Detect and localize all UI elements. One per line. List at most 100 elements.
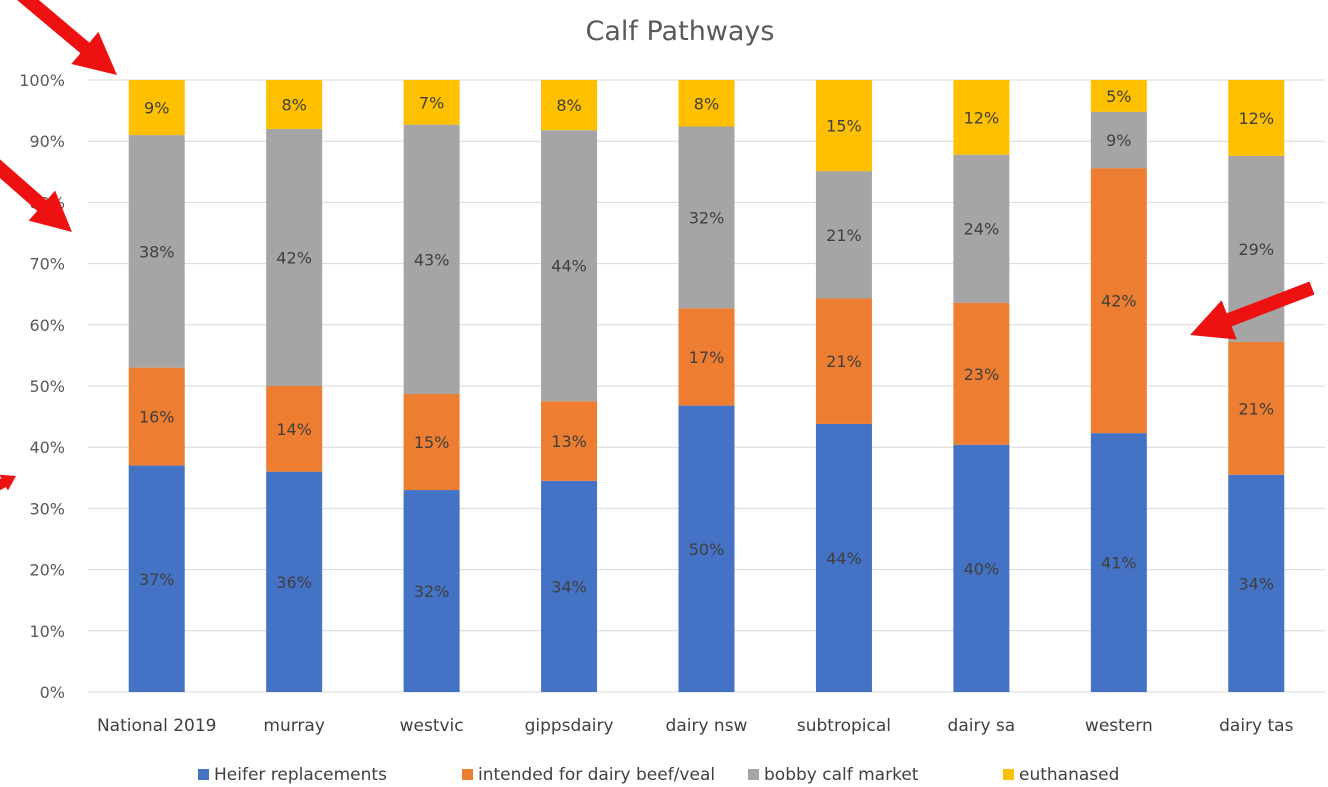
bar-segment [815,80,872,172]
data-label: 21% [1238,399,1274,418]
bar-segment [541,480,598,692]
data-label: 42% [276,248,312,267]
bar-segment [1228,474,1285,692]
data-label: 29% [1238,240,1274,259]
data-label: 17% [689,348,725,367]
legend-item: bobby calf market [748,765,919,785]
legend-label: intended for dairy beef/veal [478,765,715,785]
annotation-arrows [0,0,1315,491]
bar-segment [678,80,735,127]
data-label: 15% [414,433,450,452]
category-label: westvic [400,716,464,736]
category-label: dairy tas [1219,716,1293,736]
bar-segment [541,80,598,131]
category-label: National 2019 [97,716,217,736]
bar-segment [678,126,735,309]
data-label: 44% [826,549,862,568]
category-label: murray [263,716,325,736]
category-label: dairy nsw [666,716,748,736]
category-label: subtropical [797,716,891,736]
legend-label: bobby calf market [764,765,919,785]
left-bottom-arrow-icon [0,474,16,491]
right-arrow-icon [1190,281,1315,340]
data-label: 36% [276,573,312,592]
y-tick-label: 90% [29,132,65,151]
data-label: 16% [139,408,175,427]
y-tick-label: 10% [29,622,65,641]
y-tick-label: 20% [29,561,65,580]
y-tick-label: 40% [29,438,65,457]
bar-segment [1090,168,1147,434]
bar-segment [815,298,872,424]
data-label: 15% [826,117,862,136]
y-tick-label: 60% [29,316,65,335]
data-label: 13% [551,432,587,451]
bar-segment [678,308,735,406]
bar-segment [815,171,872,299]
bar-segment [1090,433,1147,692]
legend-swatch [462,769,473,780]
category-label: western [1085,716,1153,736]
bar-segment [266,471,323,692]
data-label: 40% [964,559,1000,578]
data-label: 41% [1101,554,1137,573]
bar-segment [1228,341,1285,475]
bar-segment [128,80,185,136]
data-label: 7% [419,93,444,112]
bar-segment [815,423,872,692]
data-label: 12% [1238,109,1274,128]
legend-item: Heifer replacements [198,765,387,785]
data-label: 9% [1106,131,1131,150]
legend-item: euthanased [1003,765,1119,785]
data-label: 8% [556,96,581,115]
legend-label: euthanased [1019,765,1119,785]
y-tick-label: 0% [40,683,65,702]
legend-swatch [198,769,209,780]
bar-segment [266,80,323,129]
bar-segment [1228,80,1285,156]
legend-swatch [748,769,759,780]
y-axis-tick-labels: 0%10%20%30%40%50%60%70%80%90%100% [19,71,65,702]
data-labels: 37% 16% 38% 9% 36% 14% 42% 8% 32% 15% 43% 7% 34% 13% 4… [139,87,1274,601]
legend-swatch [1003,769,1014,780]
bars [128,80,1285,692]
data-label: 9% [144,99,169,118]
bar-segment [403,124,460,394]
bar-segment [541,130,598,402]
data-label: 32% [689,208,725,227]
left-middle-arrow-icon [0,159,72,232]
data-label: 8% [694,94,719,113]
bar-segment [953,154,1010,303]
bar-segment [128,465,185,692]
chart-title: Calf Pathways [586,16,775,47]
legend: Heifer replacements intended for dairy be… [198,765,1119,785]
bar-segment [403,393,460,491]
data-label: 32% [414,582,450,601]
data-label: 38% [139,242,175,261]
data-label: 44% [551,257,587,276]
data-label: 12% [964,108,1000,127]
bar-segment [266,386,323,472]
data-label: 21% [826,352,862,371]
data-label: 42% [1101,292,1137,311]
y-tick-label: 50% [29,377,65,396]
y-tick-label: 30% [29,499,65,518]
bar-segment [403,490,460,692]
data-label: 8% [281,95,306,114]
category-label: gippsdairy [525,716,614,736]
data-label: 50% [689,540,725,559]
data-label: 14% [276,420,312,439]
data-label: 5% [1106,87,1131,106]
legend-label: Heifer replacements [214,765,387,785]
bar-segment [403,80,460,125]
bar-segment [953,302,1010,445]
bar-segment [1090,111,1147,169]
data-label: 23% [964,365,1000,384]
bar-segment [266,128,323,386]
bar-segment [953,80,1010,155]
x-axis-category-labels: National 2019 murray westvic gippsdairy dair… [97,716,1294,736]
bar-segment [953,444,1010,692]
data-label: 34% [1238,574,1274,593]
y-tick-label: 70% [29,255,65,274]
